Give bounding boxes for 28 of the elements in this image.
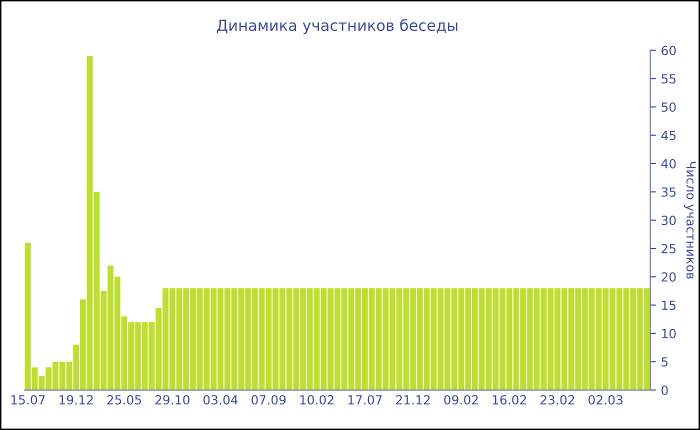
chart-title: Динамика участников беседы [216,18,458,34]
y-tick-label: 55 [662,74,676,84]
y-tick-label: 45 [661,130,676,140]
x-tick-label: 07.09 [252,395,286,405]
x-tick-label: 25.05 [107,395,142,405]
y-tick-label: 35 [662,187,676,197]
x-tick-label: 03.04 [203,395,238,405]
y-tick-label: 10 [662,328,676,338]
y-tick-label: 15 [662,300,676,310]
y-tick-label: 0 [662,385,668,395]
y-tick-label: 20 [662,272,676,282]
x-tick-label: 21.12 [396,395,430,404]
y-tick-label: 50 [662,102,676,112]
y-tick-label: 40 [661,159,676,168]
x-tick-label: 15.07 [11,395,45,405]
x-tick-label: 19.12 [60,395,93,405]
x-tick-label: 09.02 [444,395,478,405]
y-tick-label: 25 [662,244,676,254]
y-tick-label: 30 [662,216,676,226]
y-tick-label: 5 [662,357,668,367]
y-tick-label: 60 [662,46,676,56]
x-tick-label: 02.03 [588,395,622,405]
x-tick-label: 17.07 [348,395,382,405]
y-axis-title: Число участников [684,162,696,279]
x-tick-label: 29.10 [155,395,190,405]
x-tick-label: 16.02 [492,395,526,405]
x-tick-label: 23.02 [540,395,574,405]
x-tick-label: 10.02 [300,395,334,405]
